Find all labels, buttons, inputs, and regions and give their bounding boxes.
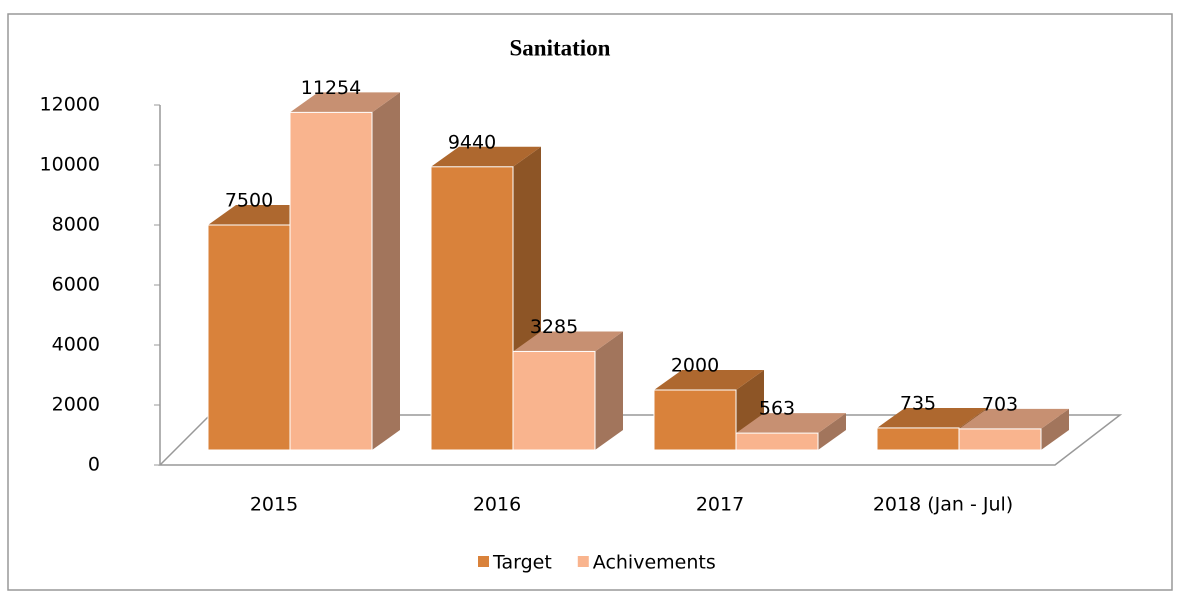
bar [653,389,737,451]
data-label: 2000 [671,355,719,377]
y-tick-label: 0 [88,454,100,476]
data-label: 9440 [448,131,496,153]
y-tick-label: 8000 [52,214,100,236]
legend-swatch [478,556,489,567]
bar-side [372,92,400,450]
bar-top [654,370,764,390]
y-tick-label: 10000 [40,154,100,176]
x-tick-label: 2018 (Jan - Jul) [873,494,1013,516]
bar-side [818,413,846,450]
data-label: 703 [982,393,1018,415]
bar-top [877,407,987,428]
legend-label: Target [492,552,552,574]
data-label: 7500 [225,190,273,212]
bar [289,111,373,451]
bar [958,428,1042,451]
bar-top [736,413,846,434]
legend-label: Achivements [593,552,716,574]
x-tick-label: 2015 [250,494,298,516]
y-tick-label: 2000 [52,394,100,416]
bar [876,427,960,451]
bar-top [431,146,541,167]
bar-top [513,331,623,352]
x-tick-label: 2016 [473,494,521,516]
data-label: 3285 [530,316,578,338]
x-tick-label: 2017 [696,494,744,516]
y-tick-label: 6000 [52,274,100,296]
chart-title: Sanitation [510,35,611,60]
bar [207,224,291,451]
bar-side [1041,408,1069,450]
bar [512,350,596,451]
legend-swatch [577,556,589,567]
data-label: 563 [759,398,795,420]
data-label: 11254 [301,77,361,99]
chart-border [7,13,1173,591]
data-label: 735 [900,392,936,414]
y-tick-label: 4000 [52,334,100,356]
bar-top [290,92,400,113]
bar-top [959,408,1069,429]
y-tick-label: 12000 [40,94,100,116]
bar [430,166,514,451]
bar-side [595,331,623,450]
bar [735,432,819,451]
